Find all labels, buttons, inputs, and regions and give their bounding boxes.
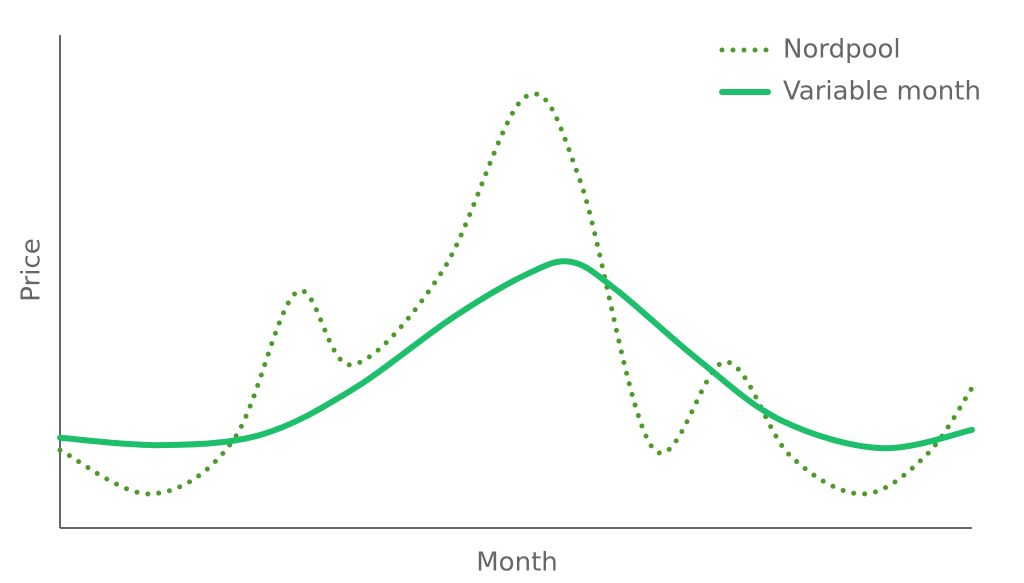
y-axis-label: Price bbox=[17, 238, 47, 301]
legend: Nordpool Variable month bbox=[719, 35, 981, 107]
line-series bbox=[57, 258, 975, 452]
legend-label: Variable month bbox=[783, 77, 981, 107]
line-series bbox=[57, 91, 975, 497]
plot-area bbox=[57, 91, 975, 497]
legend-label: Nordpool bbox=[783, 35, 901, 65]
x-axis-label: Month bbox=[476, 548, 558, 578]
